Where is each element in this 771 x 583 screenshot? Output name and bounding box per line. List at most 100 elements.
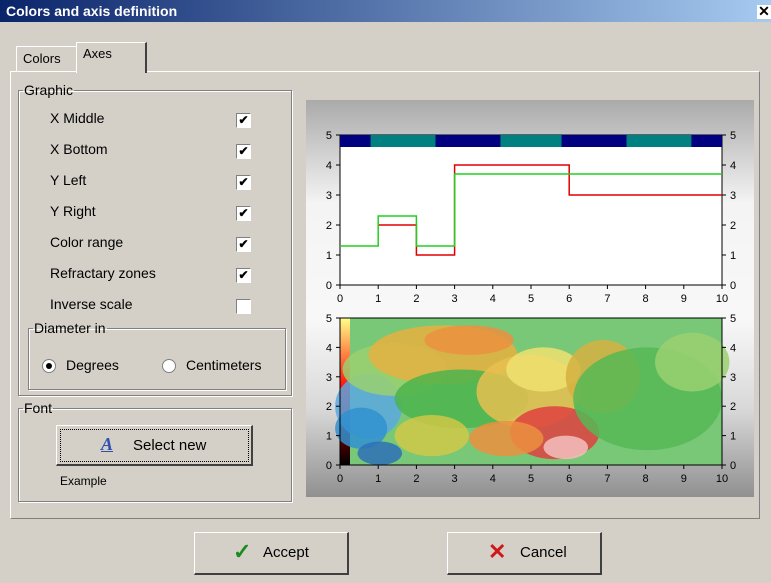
y-tick-label-right: 4 bbox=[730, 342, 736, 354]
accept-button[interactable]: ✓ Accept bbox=[194, 532, 349, 575]
y-tick-label-right: 1 bbox=[730, 431, 736, 443]
heatmap-cell bbox=[424, 325, 514, 355]
x-tick-label: 10 bbox=[716, 473, 728, 485]
step-chart: 0 01 12 23 34 45 50 1 2 3 4 5 6 7 8 9 10 bbox=[326, 130, 736, 305]
y-tick-label: 2 bbox=[326, 401, 332, 413]
refractary-zones-checkbox[interactable]: ✔ bbox=[236, 268, 251, 283]
y-tick-label-right: 5 bbox=[730, 130, 736, 142]
axes-tab-panel bbox=[10, 71, 760, 519]
y-right-checkbox[interactable]: ✔ bbox=[236, 206, 251, 221]
graphic-group: Graphic bbox=[18, 82, 292, 396]
zone-segment bbox=[626, 135, 692, 147]
close-icon[interactable]: ✕ bbox=[757, 3, 771, 19]
series-line-1 bbox=[340, 173, 722, 247]
y-tick-label-right: 3 bbox=[730, 190, 736, 202]
x-tick-label: 0 bbox=[337, 293, 343, 305]
y-tick-label: 4 bbox=[326, 342, 332, 354]
inverse-scale-checkbox[interactable] bbox=[236, 299, 251, 314]
y-tick-label-right: 1 bbox=[730, 250, 736, 262]
tab-axes[interactable]: Axes bbox=[76, 42, 147, 73]
x-tick-label: 3 bbox=[452, 473, 458, 485]
x-tick-label: 8 bbox=[643, 293, 649, 305]
refractary-zones-label: Refractary zones bbox=[50, 265, 156, 281]
radio-selected-dot bbox=[46, 363, 52, 369]
heatmap-cell bbox=[506, 347, 581, 392]
y-tick-label-right: 2 bbox=[730, 401, 736, 413]
x-tick-label: 7 bbox=[604, 293, 610, 305]
x-tick-label: 2 bbox=[413, 293, 419, 305]
y-tick-label: 3 bbox=[326, 372, 332, 384]
y-tick-label: 0 bbox=[326, 460, 332, 472]
centimeters-label: Centimeters bbox=[186, 357, 262, 373]
x-bottom-checkbox[interactable]: ✔ bbox=[236, 144, 251, 159]
x-tick-label: 4 bbox=[490, 293, 496, 305]
y-tick-label: 5 bbox=[326, 313, 332, 325]
x-tick-label: 10 bbox=[716, 293, 728, 305]
y-tick-label: 5 bbox=[326, 130, 332, 142]
x-tick-label: 2 bbox=[413, 473, 419, 485]
y-left-label: Y Left bbox=[50, 172, 87, 188]
title-bar: Colors and axis definition ✕ bbox=[0, 0, 771, 22]
tab-colors[interactable]: Colors bbox=[16, 46, 84, 71]
heatmap-cell bbox=[655, 332, 730, 392]
x-tick-label: 5 bbox=[528, 293, 534, 305]
x-tick-label: 1 bbox=[375, 473, 381, 485]
y-tick-label-right: 0 bbox=[730, 280, 736, 292]
y-tick-label-right: 3 bbox=[730, 372, 736, 384]
x-tick-label: 8 bbox=[643, 473, 649, 485]
x-tick-label: 4 bbox=[490, 473, 496, 485]
y-tick-label-right: 5 bbox=[730, 313, 736, 325]
cancel-x-icon: ✕ bbox=[488, 539, 507, 564]
select-font-button[interactable]: A Select new bbox=[56, 425, 253, 466]
y-tick-label-right: 2 bbox=[730, 220, 736, 232]
check-icon: ✓ bbox=[233, 539, 252, 564]
zone-segment bbox=[370, 135, 436, 147]
preview-svg: 0 01 12 23 34 45 50 1 2 3 4 5 6 7 8 9 10 0 01 12 23 34 45 50 1 2… bbox=[326, 130, 736, 485]
x-middle-checkbox[interactable]: ✔ bbox=[236, 113, 251, 128]
accept-label: Accept bbox=[263, 544, 309, 561]
diameter-group: Diameter in bbox=[28, 320, 286, 390]
y-tick-label: 1 bbox=[326, 250, 332, 262]
heatmap-cell bbox=[335, 407, 388, 449]
x-bottom-label: X Bottom bbox=[50, 141, 108, 157]
y-tick-label: 1 bbox=[326, 431, 332, 443]
y-tick-label-right: 4 bbox=[730, 160, 736, 172]
x-tick-label: 6 bbox=[566, 473, 572, 485]
color-range-checkbox[interactable]: ✔ bbox=[236, 237, 251, 252]
degrees-radio[interactable] bbox=[42, 359, 56, 373]
select-font-label: Select new bbox=[133, 437, 207, 454]
font-legend: Font bbox=[24, 400, 53, 416]
inverse-scale-label: Inverse scale bbox=[50, 296, 133, 312]
zone-segment bbox=[500, 135, 562, 147]
heatmap-cell bbox=[543, 435, 589, 460]
centimeters-radio[interactable] bbox=[162, 359, 176, 373]
font-a-icon: A bbox=[101, 434, 114, 454]
x-tick-label: 7 bbox=[604, 473, 610, 485]
y-tick-label-right: 0 bbox=[730, 460, 736, 472]
window-title: Colors and axis definition bbox=[6, 3, 178, 19]
y-tick-label: 3 bbox=[326, 190, 332, 202]
x-tick-label: 3 bbox=[452, 293, 458, 305]
y-left-checkbox[interactable]: ✔ bbox=[236, 175, 251, 190]
x-tick-label: 0 bbox=[337, 473, 343, 485]
font-example: Example bbox=[60, 474, 107, 488]
heatmap-cell bbox=[394, 415, 470, 457]
diameter-legend: Diameter in bbox=[34, 320, 106, 336]
y-tick-label: 0 bbox=[326, 280, 332, 292]
x-tick-label: 5 bbox=[528, 473, 534, 485]
x-tick-label: 1 bbox=[375, 293, 381, 305]
x-middle-label: X Middle bbox=[50, 110, 105, 126]
top-plot-area bbox=[339, 134, 723, 286]
degrees-label: Degrees bbox=[66, 357, 119, 373]
y-tick-label: 4 bbox=[326, 160, 332, 172]
color-range-label: Color range bbox=[50, 234, 124, 250]
x-tick-label: 9 bbox=[681, 473, 687, 485]
graphic-legend: Graphic bbox=[24, 82, 74, 98]
heatmap-chart: 0 01 12 23 34 45 50 1 2 3 4 5 6 7 8 9 10 bbox=[326, 313, 736, 485]
heatmap-cell bbox=[357, 441, 403, 465]
font-group: Font bbox=[18, 400, 292, 502]
cancel-button[interactable]: ✕ Cancel bbox=[447, 532, 602, 575]
y-right-label: Y Right bbox=[50, 203, 96, 219]
heatmap-cell bbox=[469, 420, 544, 457]
